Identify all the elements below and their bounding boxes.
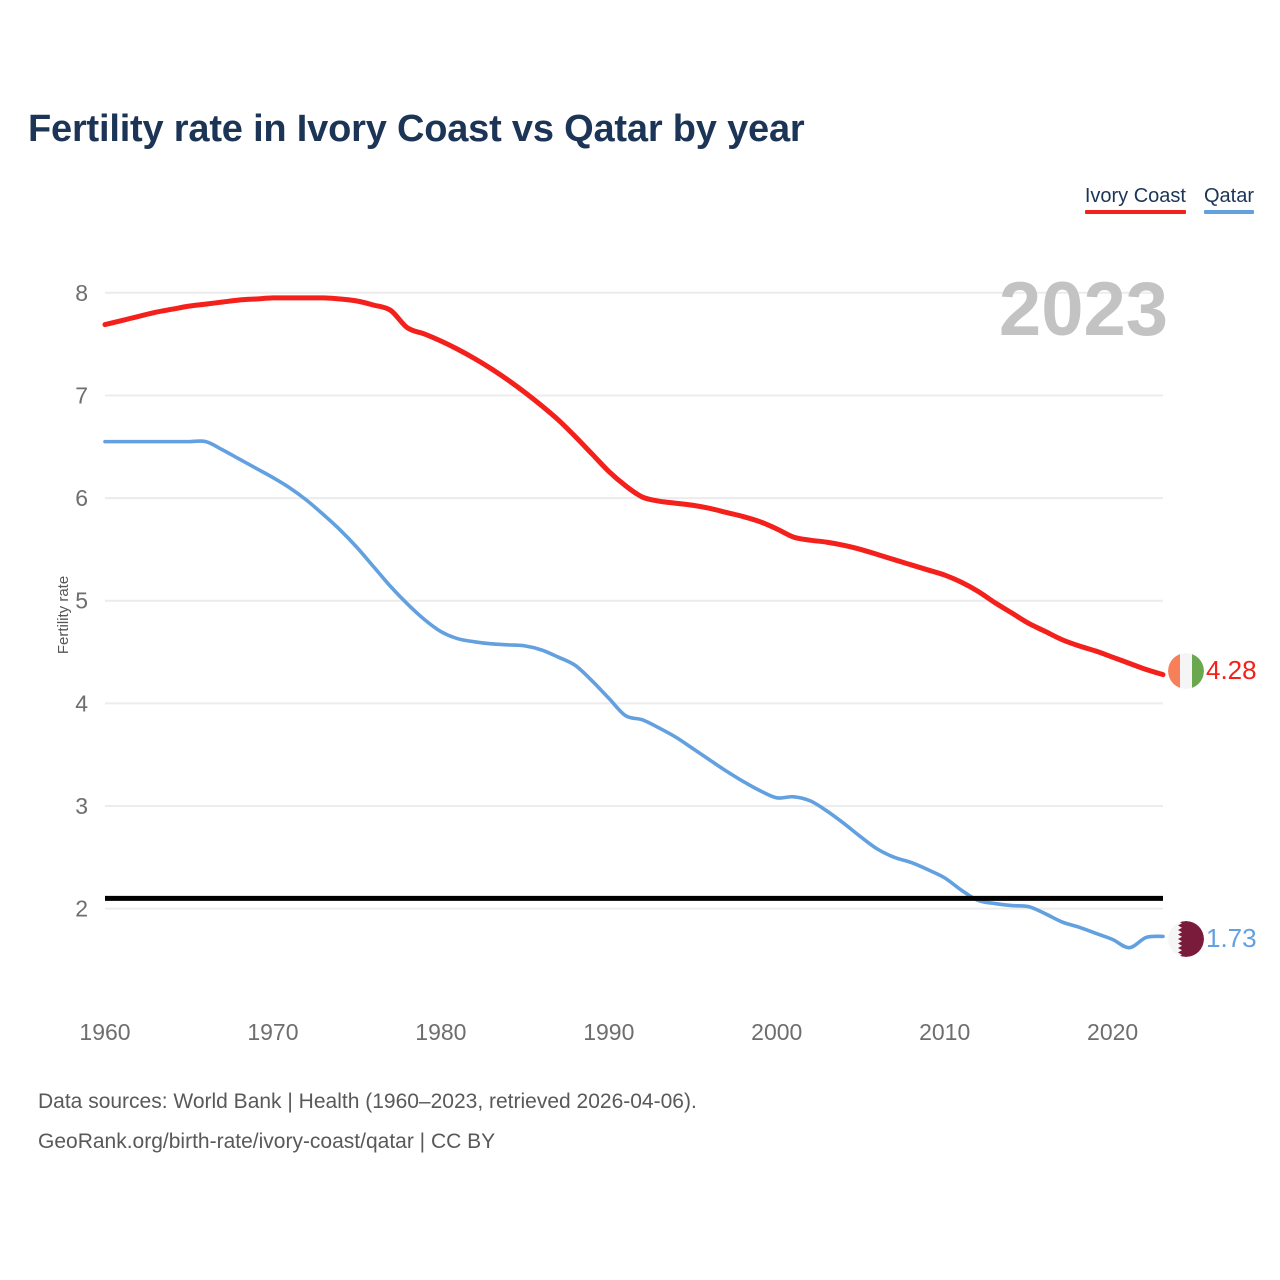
legend: Ivory Coast Qatar: [1084, 184, 1254, 214]
qatar-flag-icon: [1168, 921, 1204, 957]
legend-item-qatar[interactable]: Qatar: [1203, 184, 1254, 214]
series-line-ivory-coast: [102, 295, 1166, 678]
legend-label-ivory-coast: Ivory Coast: [1084, 185, 1186, 207]
footer-data-sources: Data sources: World Bank | Health (1960–…: [38, 1090, 697, 1113]
y-axis-title: Fertility rate: [55, 576, 72, 654]
y-tick-label-5: 5: [75, 588, 88, 614]
y-tick-label-7: 7: [75, 382, 88, 408]
x-tick-label-1980: 1980: [415, 1019, 466, 1045]
page-title: Fertility rate in Ivory Coast vs Qatar b…: [28, 108, 805, 150]
end-value-ivory-coast: 4.28: [1206, 655, 1257, 685]
footer: Data sources: World Bank | Health (1960–…: [38, 1082, 697, 1162]
x-tick-label-2000: 2000: [751, 1019, 802, 1045]
ivory-coast-flag-icon: [1168, 653, 1204, 689]
legend-swatch-ivory-coast: [1084, 210, 1186, 214]
y-tick-label-2: 2: [75, 896, 88, 922]
legend-item-ivory-coast[interactable]: Ivory Coast: [1084, 184, 1186, 214]
x-tick-label-1960: 1960: [79, 1019, 130, 1045]
y-tick-label-6: 6: [75, 485, 88, 511]
series-line-qatar: [103, 439, 1165, 950]
footer-attribution: GeoRank.org/birth-rate/ivory-coast/qatar…: [38, 1130, 496, 1153]
y-tick-label-8: 8: [75, 280, 88, 306]
end-value-qatar: 1.73: [1206, 923, 1257, 953]
y-tick-label-4: 4: [75, 690, 88, 716]
y-tick-label-3: 3: [75, 793, 88, 819]
legend-swatch-qatar: [1203, 210, 1254, 214]
x-tick-label-2010: 2010: [919, 1019, 970, 1045]
x-tick-label-1970: 1970: [247, 1019, 298, 1045]
x-tick-label-2020: 2020: [1087, 1019, 1138, 1045]
year-watermark: 2023: [998, 267, 1168, 352]
x-tick-label-1990: 1990: [583, 1019, 634, 1045]
legend-label-qatar: Qatar: [1203, 185, 1254, 207]
